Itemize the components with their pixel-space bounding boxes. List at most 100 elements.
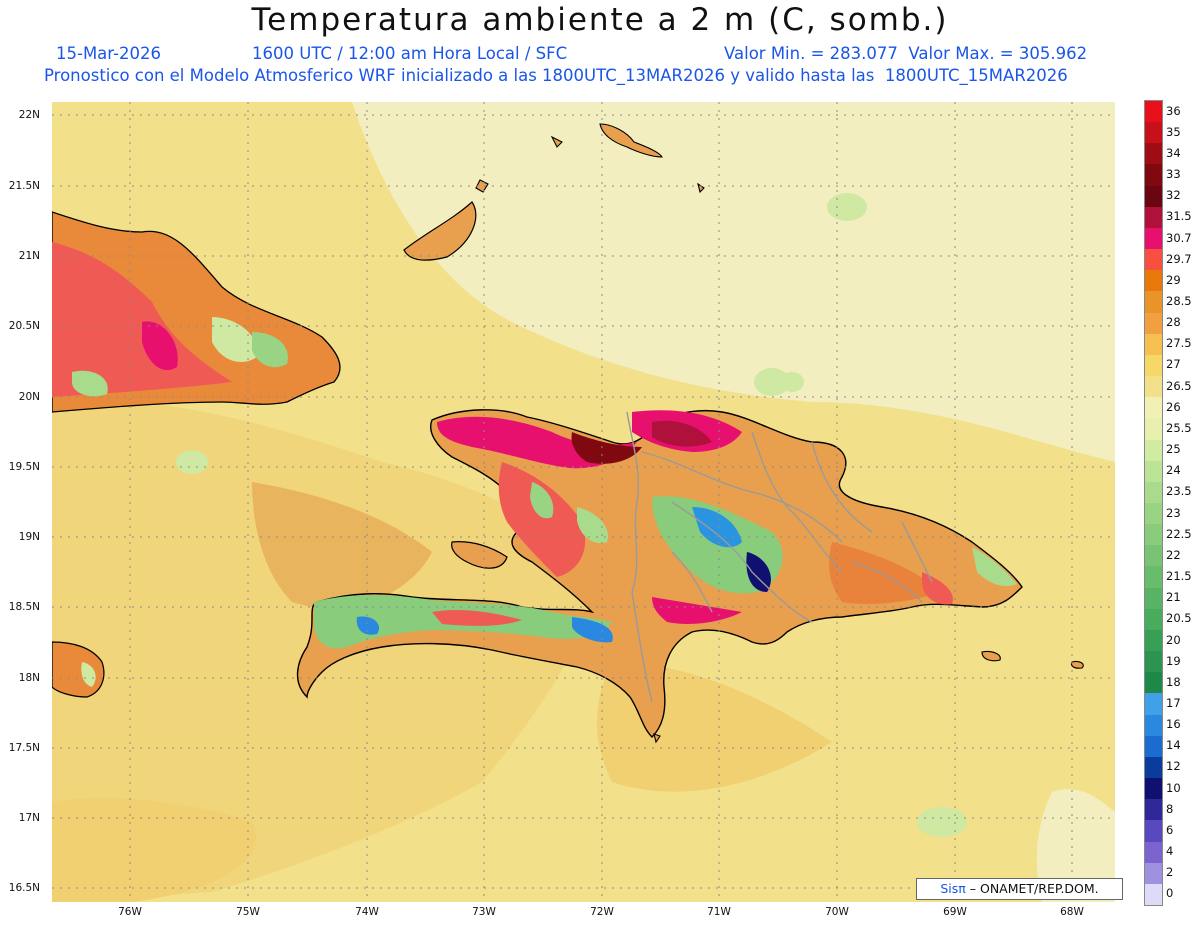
color-scale-label: 34 — [1166, 145, 1181, 160]
pico-duarte-cold-core — [746, 552, 771, 592]
color-scale-label: 0 — [1166, 886, 1174, 901]
color-scale-swatch — [1145, 714, 1162, 737]
haiti-cool-ridge — [530, 482, 554, 519]
color-scale-label: 29 — [1166, 272, 1181, 287]
lat-label: 17N — [18, 812, 40, 824]
color-scale-swatch — [1145, 227, 1162, 250]
color-scale-swatch — [1145, 397, 1162, 419]
dr-north-hot-core — [652, 420, 712, 447]
cuba-cool-mountain — [212, 317, 258, 362]
color-scale-label: 19 — [1166, 653, 1181, 668]
cuba-cool-patch — [72, 370, 108, 397]
color-scale-label: 12 — [1166, 759, 1181, 774]
sea-warm-southwest — [52, 798, 256, 902]
color-scale-swatch — [1145, 376, 1162, 398]
lat-label: 21.5N — [8, 180, 40, 192]
color-scale-bar — [1144, 100, 1163, 906]
model-info-line: Pronostico con el Modelo Atmosferico WRF… — [44, 66, 1068, 85]
color-scale-label: 23.5 — [1166, 484, 1192, 499]
color-scale-swatch — [1145, 799, 1162, 821]
color-scale-label: 6 — [1166, 822, 1174, 837]
color-scale-swatch — [1145, 672, 1162, 694]
color-scale-label: 20.5 — [1166, 611, 1192, 626]
color-scale-label: 32 — [1166, 188, 1181, 203]
color-scale-label: 8 — [1166, 801, 1174, 816]
color-scale-label: 23 — [1166, 505, 1181, 520]
sea-cool-cell — [176, 450, 208, 474]
great-inagua-island — [403, 201, 477, 261]
color-scale-label: 30.7 — [1166, 230, 1192, 245]
lat-label: 21N — [18, 250, 40, 262]
color-scale-swatch — [1145, 778, 1162, 800]
turks-island — [550, 135, 563, 148]
caicos-islands — [599, 123, 663, 158]
color-scale-swatch — [1145, 249, 1162, 271]
color-scale-label: 4 — [1166, 844, 1174, 859]
sea-cool-north — [352, 102, 1115, 462]
cap-haitien-hot-core — [571, 432, 642, 464]
color-scale-swatch — [1145, 629, 1162, 652]
lon-label: 71W — [707, 906, 731, 918]
little-inagua-island — [475, 179, 489, 193]
color-scale-swatch — [1145, 185, 1162, 208]
lat-label: 20N — [18, 391, 40, 403]
lat-label: 18.5N — [8, 601, 40, 613]
pic-macaya-cold-spot — [356, 616, 380, 635]
color-scale-swatch — [1145, 270, 1162, 292]
punta-cana-cool — [972, 547, 1017, 587]
color-scale-label: 20 — [1166, 632, 1181, 647]
color-scale-swatch — [1145, 418, 1162, 441]
la-selle-cold-spot — [572, 617, 613, 643]
sea-cool-southeast — [1036, 789, 1115, 902]
color-scale-label: 18 — [1166, 674, 1181, 689]
color-scale-swatch — [1145, 312, 1162, 335]
sea-warm-core-gonave — [252, 482, 432, 609]
color-scale-swatch — [1145, 164, 1162, 187]
color-scale-swatch — [1145, 862, 1162, 885]
color-scale-swatch — [1145, 820, 1162, 843]
color-scale-label: 31.5 — [1166, 209, 1192, 224]
forecast-date: 15-Mar-2026 — [56, 44, 161, 63]
color-scale-label: 35 — [1166, 124, 1181, 139]
province-boundaries — [626, 411, 933, 703]
color-scale-swatch — [1145, 545, 1162, 567]
lat-label: 17.5N — [8, 742, 40, 754]
color-scale-label: 24 — [1166, 463, 1181, 478]
color-scale-swatch — [1145, 735, 1162, 758]
sea-cool-cell — [917, 807, 967, 837]
lon-label: 69W — [943, 906, 967, 918]
color-scale-label: 27 — [1166, 357, 1181, 372]
color-scale-swatch — [1145, 566, 1162, 589]
mona-island — [1070, 660, 1084, 669]
forecast-time: 1600 UTC / 12:00 am Hora Local / SFC — [252, 44, 568, 63]
jamaica-cool-spot — [81, 662, 96, 687]
color-scale-swatch — [1145, 101, 1162, 123]
gonave-island — [451, 541, 508, 569]
map-title: Temperatura ambiente a 2 m (C, somb.) — [251, 2, 949, 38]
color-scale-swatch — [1145, 439, 1162, 462]
color-scale-label: 29.7 — [1166, 251, 1192, 266]
lon-label: 70W — [825, 906, 849, 918]
color-scale-label: 17 — [1166, 696, 1181, 710]
dr-south-hot-zone — [652, 597, 742, 624]
color-scale-label: 22 — [1166, 547, 1181, 562]
color-scale-swatch — [1145, 143, 1162, 165]
lat-label: 19.5N — [8, 461, 40, 473]
color-scale-label: 28.5 — [1166, 294, 1192, 308]
color-scale-swatch — [1145, 883, 1162, 906]
color-scale-swatch — [1145, 291, 1162, 314]
graticule — [52, 102, 1115, 902]
hispaniola-island — [296, 409, 1023, 738]
beata-island — [653, 733, 661, 744]
color-scale-label: 10 — [1166, 780, 1181, 795]
color-scale-label: 25 — [1166, 442, 1181, 457]
sea-cool-cell — [827, 193, 867, 221]
color-scale-swatch — [1145, 122, 1162, 144]
min-max-values: Valor Min. = 283.077 Valor Max. = 305.96… — [724, 44, 1088, 63]
saona-island — [981, 650, 1001, 662]
color-scale-label: 25.5 — [1166, 420, 1192, 435]
color-scale-swatch — [1145, 587, 1162, 610]
haiti-cool-ridge — [577, 507, 608, 544]
color-scale-swatch — [1145, 651, 1162, 673]
color-scale-label: 22.5 — [1166, 526, 1192, 541]
